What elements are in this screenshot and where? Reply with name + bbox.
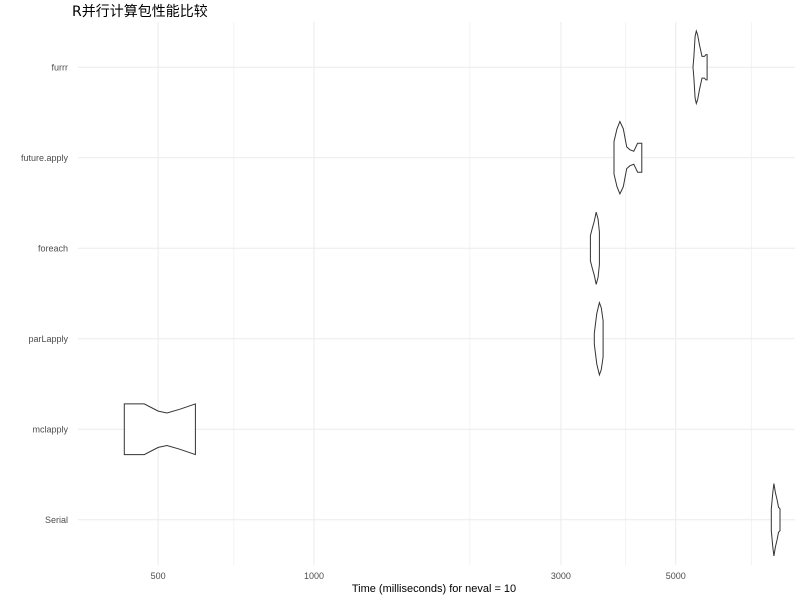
y-tick-label: future.apply bbox=[21, 153, 69, 163]
violin-Serial bbox=[770, 483, 781, 557]
y-tick-label: Serial bbox=[45, 515, 68, 525]
x-axis-labels: 500 1000 3000 5000 bbox=[151, 571, 686, 581]
y-tick-label: mclapply bbox=[32, 424, 68, 434]
violin-future-apply bbox=[613, 120, 643, 196]
y-tick-label: foreach bbox=[38, 243, 68, 253]
violins bbox=[123, 29, 781, 557]
y-axis-labels: furrr future.apply foreach parLapply mclappl… bbox=[21, 62, 69, 525]
y-tick-label: parLapply bbox=[28, 334, 68, 344]
x-tick-label: 1000 bbox=[304, 571, 324, 581]
y-tick-label: furrr bbox=[52, 62, 69, 72]
grid bbox=[78, 22, 795, 565]
x-tick-label: 3000 bbox=[551, 571, 571, 581]
violin-furrr bbox=[692, 29, 708, 106]
chart-title: R并行计算包性能比较 bbox=[72, 4, 208, 20]
x-tick-label: 500 bbox=[151, 571, 166, 581]
violin-foreach bbox=[589, 211, 600, 285]
violin-parLapply bbox=[593, 300, 604, 377]
x-tick-label: 5000 bbox=[666, 571, 686, 581]
violin-mclapply bbox=[123, 403, 196, 456]
x-axis-title: Time (milliseconds) for neval = 10 bbox=[352, 583, 516, 595]
